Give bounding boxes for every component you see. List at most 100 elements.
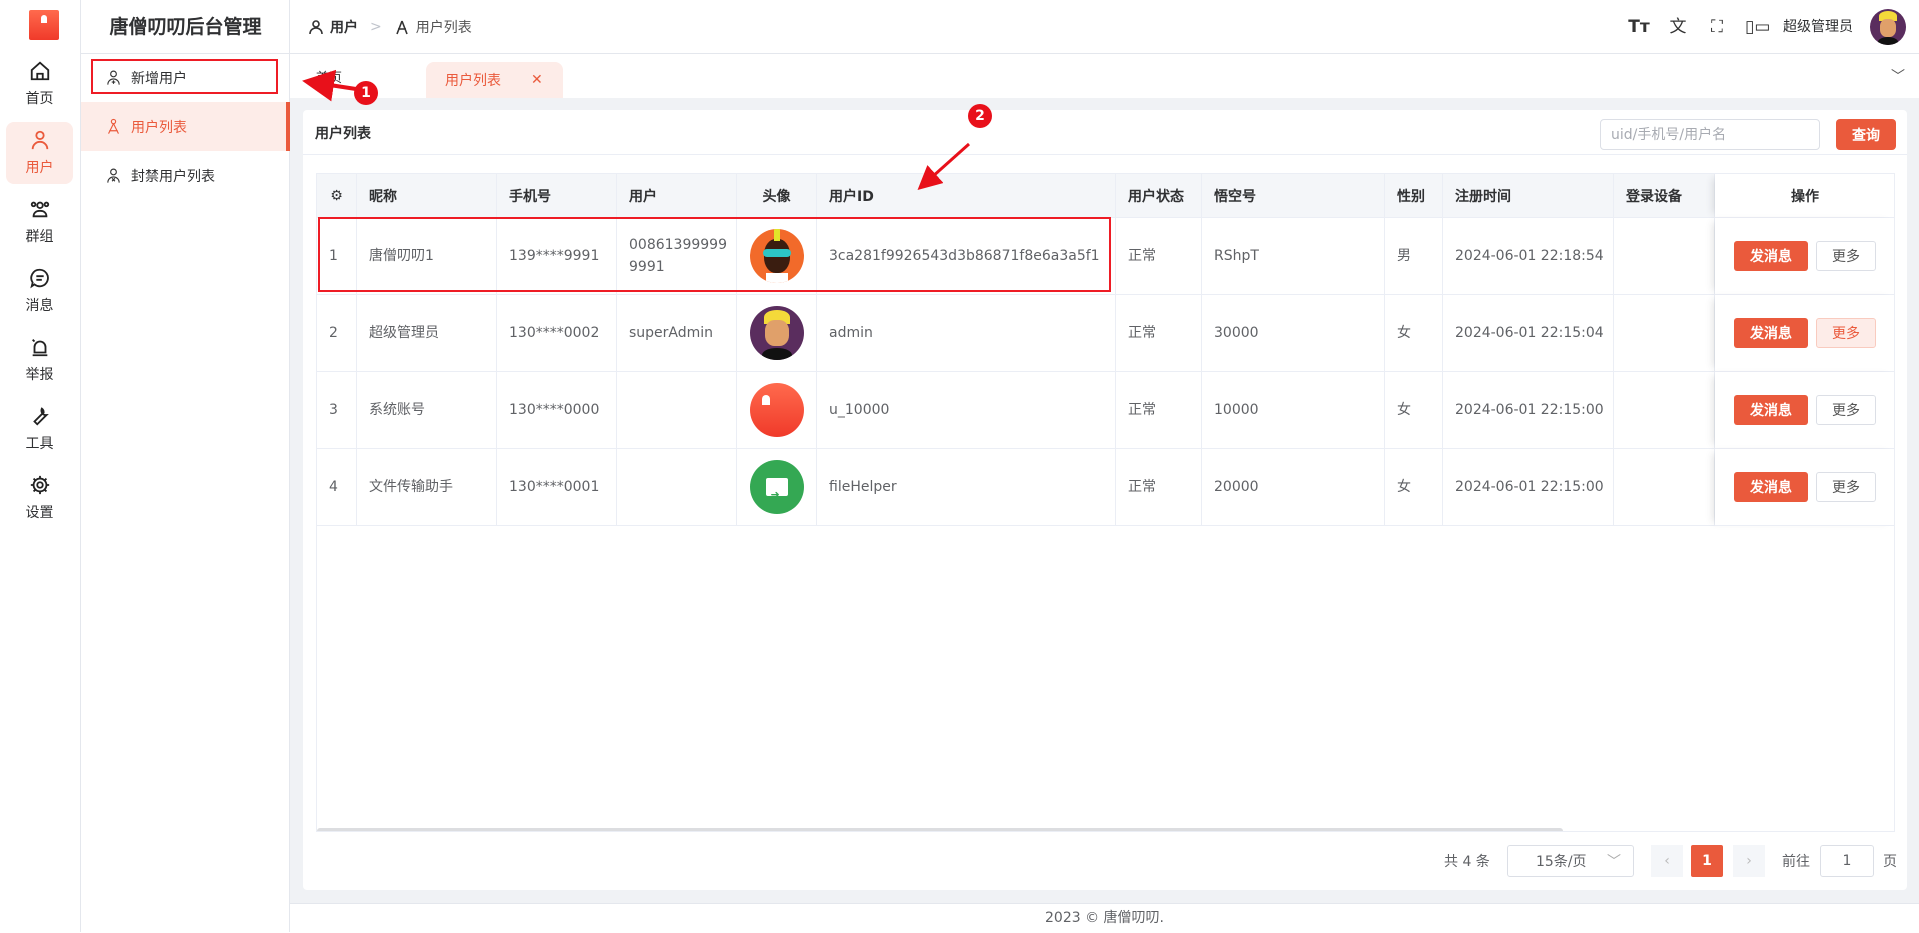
table-cell-time: 2024-06-01 22:15:00	[1443, 449, 1614, 526]
tab-home[interactable]: 首页	[316, 71, 343, 86]
page-size-value: 15条/页	[1536, 854, 1587, 870]
tab-bar: 首页 用户列表 ✕ ﹀	[290, 54, 1919, 98]
annotation-number: 2	[968, 104, 992, 128]
sidebar-item-users[interactable]: 用户列表	[81, 102, 290, 151]
goto-label: 前往	[1782, 854, 1810, 870]
column-header-label: 用户ID	[829, 188, 874, 205]
more-button[interactable]: 更多	[1816, 395, 1876, 425]
horizontal-scrollbar[interactable]	[317, 828, 1563, 831]
rail-item-wrench[interactable]: 工具	[6, 398, 73, 460]
font-size-icon[interactable]: Tт	[1628, 17, 1650, 37]
user-icon	[31, 130, 48, 150]
send-message-button[interactable]: 发消息	[1734, 472, 1808, 502]
close-icon[interactable]: ✕	[531, 72, 543, 88]
gear-icon[interactable]: ⚙	[330, 187, 343, 204]
avatar-red	[749, 383, 804, 437]
table-cell-avatar	[737, 295, 817, 372]
top-header: 用户 > 用户列表 Tт 文 ⛶ ▯▭ 超级管理员	[290, 0, 1919, 54]
app-logo	[29, 10, 59, 40]
annotation-number: 1	[354, 81, 378, 105]
table-cell-uid: 3ca281f9926543d3b86871f8e6a3a5f1	[817, 218, 1116, 295]
user-icon	[309, 20, 323, 35]
page-size-select[interactable]: 15条/页 ﹀	[1507, 845, 1634, 877]
cell-text: 女	[1397, 479, 1411, 495]
page-suffix: 页	[1883, 854, 1897, 870]
table-cell-uid: u_10000	[817, 372, 1116, 449]
footer: 2023 © 唐僧叨叨.	[290, 903, 1919, 932]
fullscreen-icon[interactable]: ⛶	[1711, 17, 1723, 37]
cell-text: admin	[829, 325, 873, 341]
layout-icon[interactable]: ▯▭	[1745, 17, 1771, 37]
rail-item-message[interactable]: 消息	[6, 260, 73, 322]
table-cell-no: 3	[317, 372, 357, 449]
pagination-total: 共 4 条	[1444, 854, 1490, 870]
page-number[interactable]: 1	[1691, 845, 1723, 877]
search-input[interactable]	[1600, 119, 1820, 150]
column-header: 手机号	[497, 174, 617, 218]
chevron-down-icon: ﹀	[1607, 854, 1621, 870]
user-ban-icon	[107, 168, 120, 183]
table-cell-phone: 130****0002	[497, 295, 617, 372]
gear-icon	[30, 475, 49, 495]
rail-item-gear[interactable]: 设置	[6, 467, 73, 529]
rail-item-group[interactable]: 群组	[6, 191, 73, 253]
more-button[interactable]: 更多	[1816, 318, 1876, 348]
cell-text: fileHelper	[829, 479, 897, 495]
more-button[interactable]: 更多	[1816, 241, 1876, 271]
cell-text: 008613999999991	[629, 237, 727, 275]
sidebar-item-label: 封禁用户列表	[131, 168, 215, 185]
column-header-label: 登录设备	[1626, 188, 1682, 205]
column-header: 登录设备	[1614, 174, 1715, 218]
query-button[interactable]: 查询	[1836, 119, 1896, 150]
cell-text: 2024-06-01 22:15:00	[1455, 402, 1604, 418]
rail-item-label: 首页	[25, 91, 54, 107]
table-cell-user: 008613999999991	[617, 218, 737, 295]
breadcrumb-item[interactable]: 用户	[330, 20, 358, 36]
rail-item-label: 消息	[25, 298, 54, 314]
column-header-label: 头像	[762, 188, 791, 205]
prev-page-button[interactable]: ‹	[1651, 845, 1683, 877]
table-cell-phone: 130****0001	[497, 449, 617, 526]
user-table: ⚙ 昵称 手机号 用户 头像 用户ID 用户状态 悟空号 性别 注册时间 登录设备 操作 1 唐僧叨叨1 1…	[316, 173, 1895, 832]
cell-text: 正常	[1128, 248, 1156, 264]
tab-label: 用户列表	[445, 73, 501, 89]
cell-text: 4	[329, 479, 338, 495]
tab-user-list[interactable]: 用户列表 ✕	[426, 62, 563, 98]
translate-icon[interactable]: 文	[1669, 17, 1687, 37]
chevron-down-icon[interactable]: ﹀	[1891, 69, 1905, 85]
send-message-button[interactable]: 发消息	[1734, 318, 1808, 348]
table-cell-nick: 文件传输助手	[357, 449, 497, 526]
rail-item-alarm[interactable]: 举报	[6, 329, 73, 391]
rail-item-label: 群组	[25, 229, 54, 245]
sidebar-item-user-ban[interactable]: 封禁用户列表	[81, 151, 290, 200]
column-header-label: 性别	[1397, 188, 1425, 205]
card-title: 用户列表	[315, 126, 371, 142]
column-header-label: 昵称	[369, 188, 397, 205]
table-cell-phone: 139****9991	[497, 218, 617, 295]
more-button[interactable]: 更多	[1816, 472, 1876, 502]
user-avatar[interactable]	[1870, 9, 1906, 45]
rail-item-user[interactable]: 用户	[6, 122, 73, 184]
next-page-button[interactable]: ›	[1733, 845, 1765, 877]
users-icon	[108, 118, 119, 134]
table-cell-avatar	[737, 218, 817, 295]
goto-page-input[interactable]: 1	[1820, 845, 1874, 877]
current-user-name[interactable]: 超级管理员	[1783, 19, 1853, 35]
send-message-button[interactable]: 发消息	[1734, 241, 1808, 271]
table-cell-no: 1	[317, 218, 357, 295]
home-icon	[30, 61, 49, 81]
breadcrumb: 用户 > 用户列表	[308, 0, 472, 54]
wrench-icon	[32, 407, 49, 426]
table-cell-wk: RShpT	[1202, 218, 1385, 295]
table-cell-uid: admin	[817, 295, 1116, 372]
table-cell-user	[617, 372, 737, 449]
cell-text: superAdmin	[629, 325, 714, 341]
column-header: 性别	[1385, 174, 1443, 218]
table-cell-actions: 发消息 更多	[1715, 218, 1894, 295]
sidebar-item-user-add[interactable]: 新增用户	[81, 53, 290, 102]
send-message-button[interactable]: 发消息	[1734, 395, 1808, 425]
column-header: 用户ID	[817, 174, 1116, 218]
rail-item-home[interactable]: 首页	[6, 53, 73, 115]
cell-text: 正常	[1128, 325, 1156, 341]
app-title: 唐僧叨叨后台管理	[81, 0, 290, 54]
